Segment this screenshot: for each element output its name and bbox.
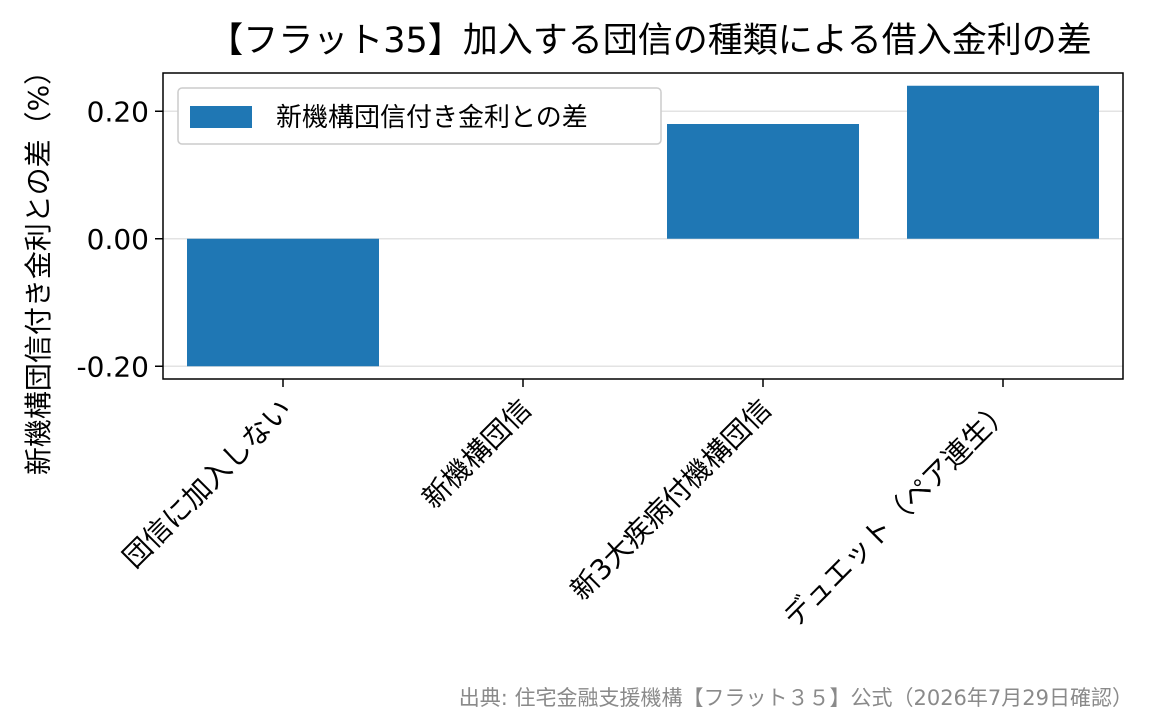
y-tick-label: 0.20 [87,95,149,128]
x-tick-label: 新機構団信 [416,393,538,515]
bar [187,238,379,367]
y-tick-label: 0.00 [87,223,149,256]
legend-swatch [190,106,252,128]
bar [907,85,1099,239]
legend-label: 新機構団信付き金利との差 [276,103,588,133]
chart-title: 【フラット35】加入する団信の種類による借入金利の差 [208,21,1092,61]
bar [667,124,859,239]
y-axis-label: 新機構団信付き金利との差（%） [22,57,55,475]
legend: 新機構団信付き金利との差 [177,87,662,145]
x-tick-label: 新3大疾病付機構団信 [564,393,778,607]
y-tick-label: -0.20 [77,350,149,383]
plot-frame [162,72,1124,380]
source-note: 出典: 住宅金融支援機構【フラット３５】公式（2026年7月29日確認） [459,686,1133,710]
x-tick-label: デュエット（ペア連生） [777,393,1018,634]
legend-box [177,87,662,145]
x-tick-label: 団信に加入しない [116,393,298,575]
bars [187,85,1099,367]
